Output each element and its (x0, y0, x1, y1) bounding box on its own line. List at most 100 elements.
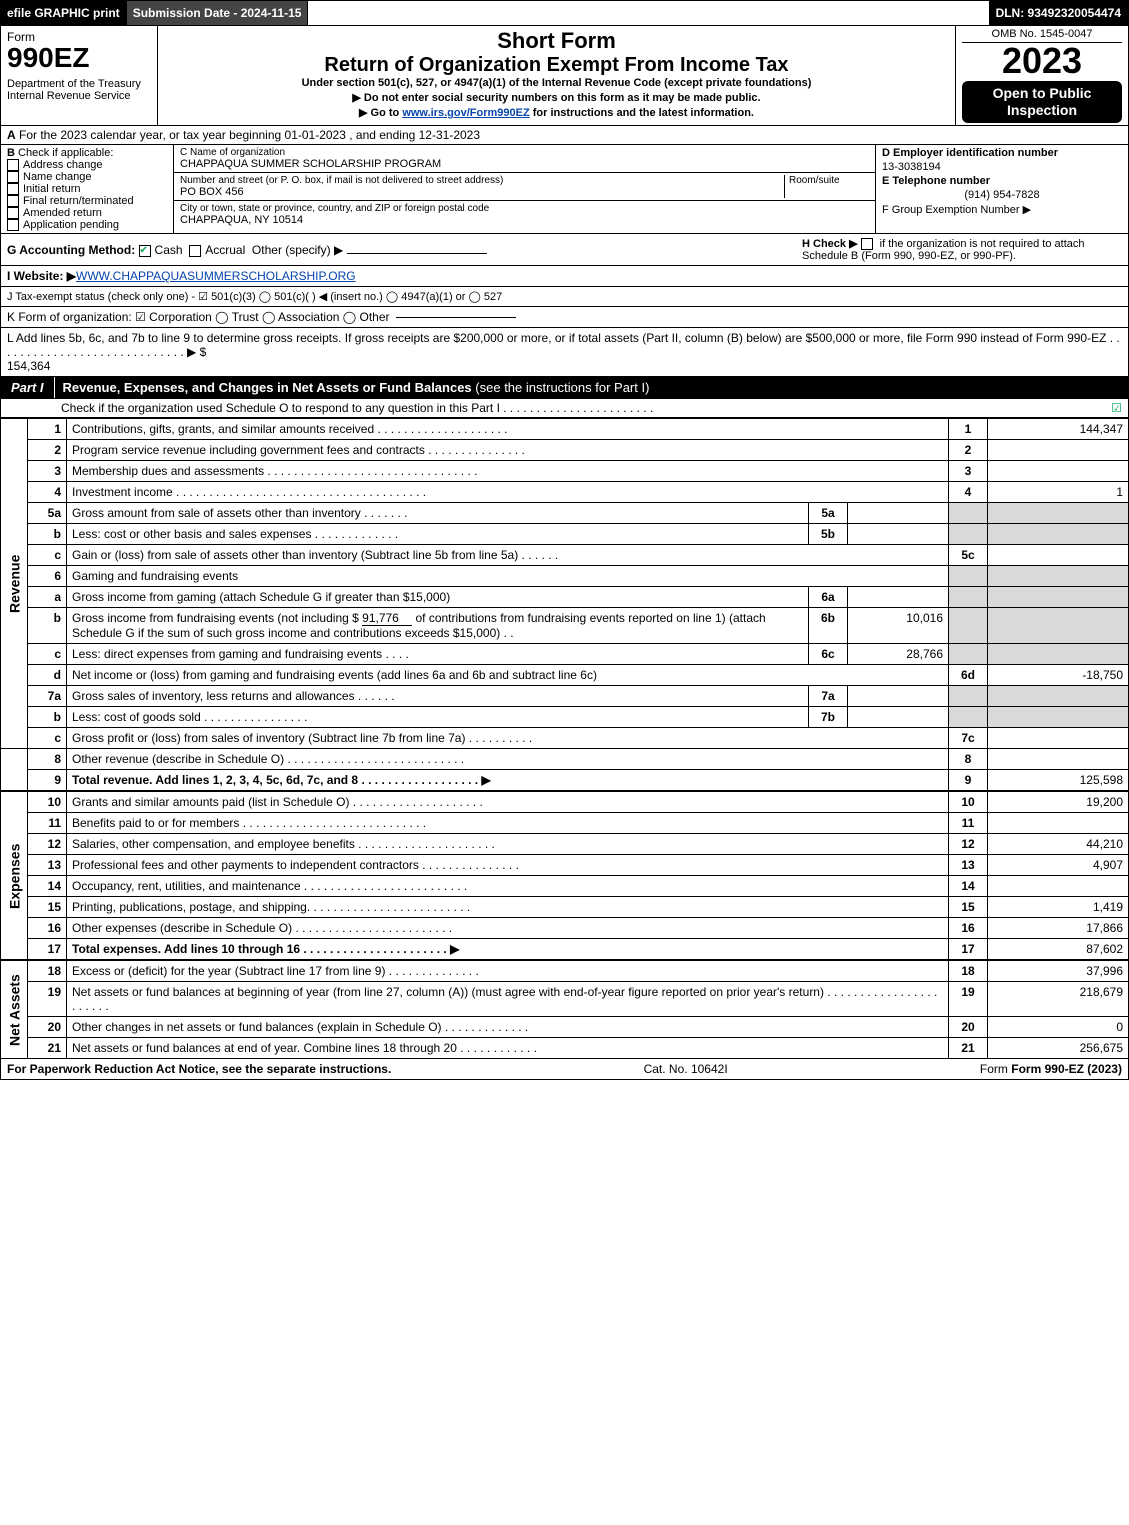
line-num: d (28, 665, 67, 686)
line-desc: Program service revenue including govern… (67, 440, 949, 461)
line-amount: 1,419 (988, 897, 1129, 918)
table-row: 19 Net assets or fund balances at beginn… (1, 982, 1129, 1017)
checkbox-icon[interactable] (7, 183, 19, 195)
line-desc: Gross income from fundraising events (no… (67, 608, 809, 644)
c-street-label: Number and street (or P. O. box, if mail… (180, 175, 784, 186)
k-other-input[interactable] (396, 317, 516, 318)
checkbox-icon[interactable] (7, 207, 19, 219)
return-title: Return of Organization Exempt From Incom… (164, 54, 949, 77)
grey-cell (949, 686, 988, 707)
b-item: Application pending (7, 219, 167, 231)
line-desc: Total expenses. Add lines 10 through 16 … (67, 939, 949, 960)
desc-underline: 91,776 (362, 611, 412, 626)
goto-tail: for instructions and the latest informat… (530, 107, 754, 119)
checkbox-icon[interactable] (7, 159, 19, 171)
line-amount: 17,866 (988, 918, 1129, 939)
page-footer: For Paperwork Reduction Act Notice, see … (0, 1059, 1129, 1080)
table-row: 21 Net assets or fund balances at end of… (1, 1038, 1129, 1059)
line-rightnum: 14 (949, 876, 988, 897)
line-num: 17 (28, 939, 67, 960)
box-label: 6a (809, 587, 848, 608)
box-value: 28,766 (848, 644, 949, 665)
table-row: a Gross income from gaming (attach Sched… (1, 587, 1129, 608)
g-other-input[interactable] (347, 253, 487, 254)
table-row: 12 Salaries, other compensation, and emp… (1, 834, 1129, 855)
table-row: 15 Printing, publications, postage, and … (1, 897, 1129, 918)
b-item-label: Address change (23, 159, 103, 171)
irs-link[interactable]: www.irs.gov/Form990EZ (402, 107, 529, 119)
line-desc: Contributions, gifts, grants, and simila… (67, 419, 949, 440)
check-schedule-o-row: Check if the organization used Schedule … (0, 399, 1129, 418)
line-desc: Printing, publications, postage, and shi… (67, 897, 949, 918)
website-link[interactable]: WWW.CHAPPAQUASUMMERSCHOLARSHIP.ORG (76, 269, 356, 283)
section-l: L Add lines 5b, 6c, and 7b to line 9 to … (0, 328, 1129, 377)
line-amount (988, 728, 1129, 749)
line-amount: 218,679 (988, 982, 1129, 1017)
section-k: K Form of organization: ☑ Corporation ◯ … (0, 307, 1129, 328)
box-label: 5a (809, 503, 848, 524)
line-amount (988, 461, 1129, 482)
table-row: 16 Other expenses (describe in Schedule … (1, 918, 1129, 939)
section-a: A For the 2023 calendar year, or tax yea… (0, 126, 1129, 145)
line-desc: Grants and similar amounts paid (list in… (67, 792, 949, 813)
checkbox-icon[interactable] (861, 238, 873, 250)
line-rightnum: 7c (949, 728, 988, 749)
line-amount: 256,675 (988, 1038, 1129, 1059)
line-rightnum: 16 (949, 918, 988, 939)
box-value (848, 707, 949, 728)
grey-cell (949, 644, 988, 665)
line-desc: Investment income . . . . . . . . . . . … (67, 482, 949, 503)
header-center: Short Form Return of Organization Exempt… (158, 26, 956, 125)
line-num: 21 (28, 1038, 67, 1059)
checkbox-icon[interactable] (139, 245, 151, 257)
l-text: L Add lines 5b, 6c, and 7b to line 9 to … (7, 331, 1122, 359)
line-desc: Gross profit or (loss) from sales of inv… (67, 728, 949, 749)
line-num: 5a (28, 503, 67, 524)
line-num: 20 (28, 1017, 67, 1038)
phone-value: (914) 954-7828 (882, 189, 1122, 201)
k-text: K Form of organization: ☑ Corporation ◯ … (7, 310, 390, 324)
line-rightnum: 9 (949, 770, 988, 791)
grey-cell (988, 566, 1129, 587)
c-name-cell: C Name of organization CHAPPAQUA SUMMER … (174, 145, 875, 173)
checkbox-icon[interactable] (7, 171, 19, 183)
line-num: c (28, 545, 67, 566)
line-desc: Net assets or fund balances at beginning… (67, 982, 949, 1017)
grey-cell (949, 608, 988, 644)
grey-cell (988, 608, 1129, 644)
grey-cell (949, 524, 988, 545)
table-row: b Gross income from fundraising events (… (1, 608, 1129, 644)
line-num: 2 (28, 440, 67, 461)
c-name-label: C Name of organization (180, 147, 869, 158)
revenue-table: Revenue 1 Contributions, gifts, grants, … (0, 418, 1129, 791)
part-1-label: Part I (1, 377, 55, 398)
form-number: 990EZ (7, 44, 151, 72)
checkbox-icon[interactable] (7, 195, 19, 207)
b-item: Address change (7, 159, 167, 171)
table-row: 5a Gross amount from sale of assets othe… (1, 503, 1129, 524)
b-item: Amended return (7, 207, 167, 219)
open-public-badge: Open to Public Inspection (962, 81, 1122, 123)
expenses-table: Expenses 10 Grants and similar amounts p… (0, 791, 1129, 960)
line-desc: Other changes in net assets or fund bala… (67, 1017, 949, 1038)
form-header: Form 990EZ Department of the Treasury In… (0, 26, 1129, 126)
line-17-text: Total expenses. Add lines 10 through 16 … (72, 942, 459, 956)
b-item-label: Final return/terminated (23, 195, 134, 207)
g-cash: Cash (155, 243, 183, 257)
checkbox-icon[interactable] (7, 219, 19, 231)
b-item-label: Application pending (23, 219, 119, 231)
checkbox-icon[interactable] (189, 245, 201, 257)
line-desc: Gross amount from sale of assets other t… (67, 503, 809, 524)
c-city-label: City or town, state or province, country… (180, 203, 869, 214)
line-rightnum: 5c (949, 545, 988, 566)
net-assets-table: Net Assets 18 Excess or (deficit) for th… (0, 960, 1129, 1059)
part-1-subtitle: (see the instructions for Part I) (475, 380, 649, 395)
box-label: 7a (809, 686, 848, 707)
check-o-text: Check if the organization used Schedule … (61, 401, 653, 415)
dept-label: Department of the Treasury Internal Reve… (7, 78, 151, 102)
line-desc: Gross sales of inventory, less returns a… (67, 686, 809, 707)
line-num: 14 (28, 876, 67, 897)
f-group-label: F Group Exemption Number ▶ (882, 203, 1122, 216)
line-desc: Professional fees and other payments to … (67, 855, 949, 876)
line-num: 13 (28, 855, 67, 876)
